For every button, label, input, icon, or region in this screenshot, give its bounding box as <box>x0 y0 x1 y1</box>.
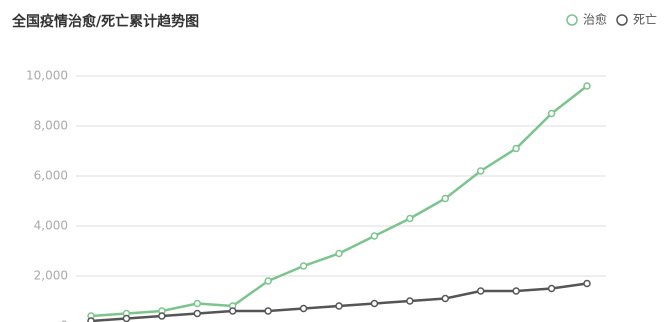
y-tick-label: 8,000 <box>34 119 68 133</box>
data-point <box>406 297 414 305</box>
data-point <box>547 109 556 118</box>
data-point <box>264 307 272 315</box>
data-point <box>122 314 131 322</box>
y-tick-label: 6,000 <box>34 169 68 183</box>
data-point <box>87 317 95 322</box>
data-point <box>193 309 202 318</box>
series-line <box>90 85 588 318</box>
data-point <box>228 307 237 315</box>
data-point <box>583 279 591 288</box>
data-point <box>299 262 308 270</box>
data-point <box>193 299 202 308</box>
data-point <box>512 144 520 153</box>
data-point <box>406 214 414 223</box>
data-point <box>476 167 485 175</box>
legend-marker <box>566 14 578 26</box>
data-point <box>264 277 272 285</box>
y-tick-label: 10,000 <box>26 69 68 83</box>
data-point <box>476 287 485 295</box>
data-point <box>370 299 379 308</box>
data-point <box>158 312 166 320</box>
data-point <box>299 304 308 313</box>
data-point <box>335 302 343 310</box>
legend-label: 治愈 <box>583 12 607 27</box>
data-point <box>583 82 591 90</box>
y-tick-label: 2,000 <box>34 269 68 283</box>
data-point <box>547 284 556 293</box>
chart-title: 全国疫情治愈/死亡累计趋势图 <box>11 13 199 30</box>
data-point <box>335 249 343 258</box>
data-point <box>441 194 450 203</box>
y-tick-label: 4,000 <box>34 219 68 233</box>
legend-marker <box>616 14 628 26</box>
data-point <box>370 232 379 240</box>
data-point <box>441 294 450 303</box>
y-tick-label: 0 <box>60 319 68 322</box>
legend-label: 死亡 <box>633 13 657 27</box>
data-point <box>512 287 520 295</box>
